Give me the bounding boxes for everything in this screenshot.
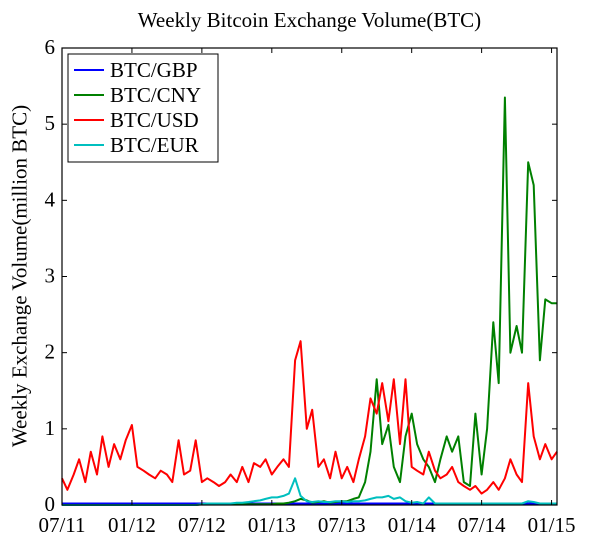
y-tick-label: 5 — [45, 111, 56, 135]
y-tick-label: 6 — [45, 35, 56, 59]
legend-label: BTC/EUR — [110, 133, 199, 157]
legend-label: BTC/CNY — [110, 83, 201, 107]
y-tick-label: 2 — [45, 340, 56, 364]
legend-label: BTC/USD — [110, 108, 199, 132]
x-tick-label: 01/13 — [248, 513, 296, 537]
x-tick-label: 07/11 — [38, 513, 85, 537]
y-tick-label: 0 — [45, 492, 56, 516]
chart-title: Weekly Bitcoin Exchange Volume(BTC) — [137, 8, 482, 32]
y-tick-label: 3 — [45, 264, 56, 288]
y-tick-label: 4 — [45, 187, 56, 211]
x-tick-label: 07/12 — [178, 513, 226, 537]
x-tick-label: 01/12 — [108, 513, 156, 537]
x-tick-label: 07/13 — [318, 513, 366, 537]
x-tick-label: 01/15 — [528, 513, 576, 537]
y-tick-label: 1 — [45, 416, 56, 440]
x-tick-label: 07/14 — [458, 513, 506, 537]
series-line-btc-usd — [61, 340, 558, 495]
x-tick-label: 01/14 — [388, 513, 436, 537]
legend-label: BTC/GBP — [110, 58, 198, 82]
